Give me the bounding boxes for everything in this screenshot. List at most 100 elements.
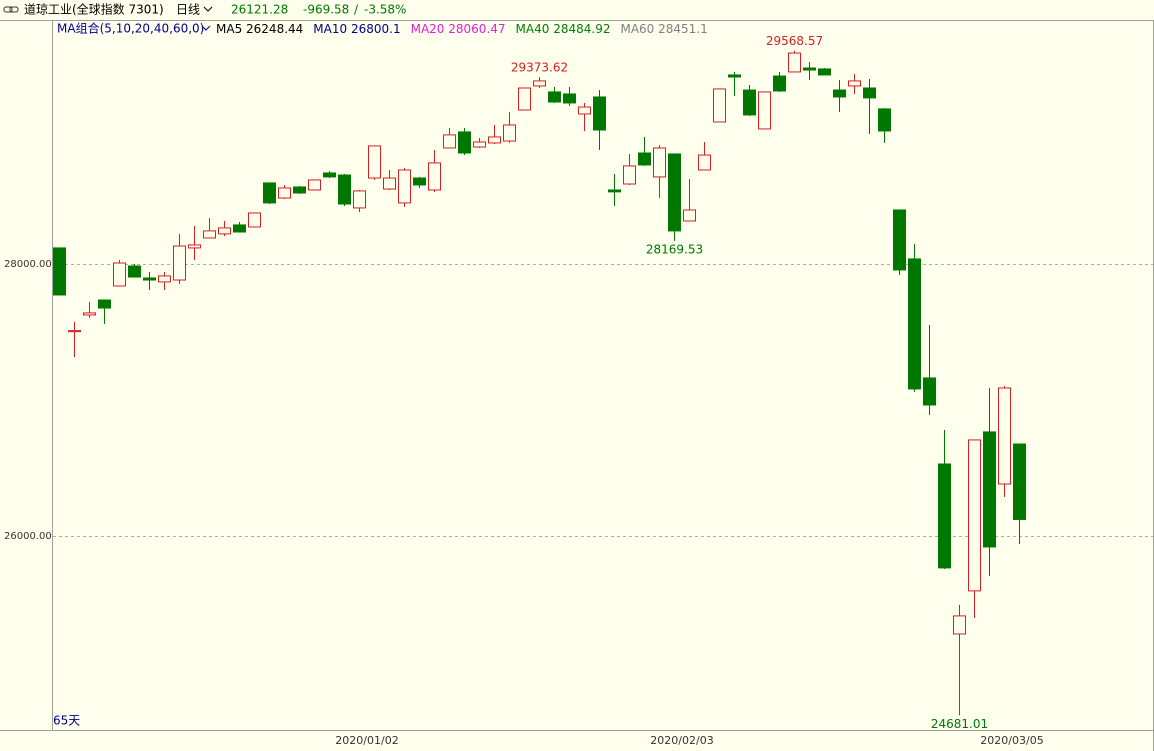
candle-body <box>938 463 951 569</box>
candle-body <box>128 265 141 278</box>
period-chevron[interactable] <box>203 6 213 12</box>
candle-body <box>143 277 156 281</box>
ma-legend-value: 28484.92 <box>553 22 610 36</box>
link-icon[interactable] <box>3 6 19 13</box>
ma-legend-entry: MA10 26800.1 <box>313 22 400 36</box>
ma-legend-name: MA20 <box>411 22 445 36</box>
ma-legend-value: 26800.1 <box>351 22 401 36</box>
low-label: 24681.01 <box>931 717 988 731</box>
candle-body <box>293 186 306 194</box>
candle-body <box>863 87 876 99</box>
candle-body <box>773 75 786 92</box>
candle-body <box>848 80 861 87</box>
candle-body <box>998 387 1011 485</box>
instrument-name[interactable]: 道琼工业(全球指数 7301) <box>24 2 164 17</box>
change-separator: / <box>354 3 359 17</box>
candle-body <box>308 179 321 191</box>
high-label: 29568.57 <box>766 34 823 48</box>
days-label: 65天 <box>53 714 80 728</box>
candle-body <box>533 80 546 87</box>
candle-body <box>878 108 891 132</box>
candle-body <box>218 227 231 235</box>
candle-body <box>158 275 171 283</box>
candle-body <box>473 141 486 148</box>
candle-body <box>923 377 936 406</box>
candle-body <box>113 262 126 287</box>
candle-body <box>503 124 516 142</box>
candle-body <box>638 152 651 166</box>
candle-body <box>233 224 246 233</box>
link-icon-left <box>3 6 13 13</box>
candle-body <box>908 258 921 390</box>
candle-body <box>203 230 216 239</box>
candle-body <box>368 145 381 179</box>
change-pct: -3.58% <box>364 3 406 17</box>
x-tick-label: 2020/01/02 <box>335 734 398 747</box>
candle-body <box>788 52 801 73</box>
ma-title[interactable]: MA组合(5,10,20,40,60,0) <box>57 21 204 36</box>
candle-body <box>803 67 816 71</box>
ma-legend-entry: MA5 26248.44 <box>216 22 303 36</box>
candle-body <box>68 330 81 333</box>
candle-body <box>893 209 906 271</box>
candle-body <box>98 299 111 309</box>
candle-body <box>263 182 276 204</box>
y-tick-label: 28000.00 <box>4 259 52 270</box>
candle-body <box>668 153 681 232</box>
ma-legend-name: MA60 <box>620 22 654 36</box>
candle-body <box>983 431 996 548</box>
candle-body <box>188 244 201 249</box>
candle-body <box>338 174 351 205</box>
link-icon-right <box>9 6 19 13</box>
candle-body <box>1013 443 1026 520</box>
high-label: 29373.62 <box>511 61 568 75</box>
candle-body <box>53 247 66 296</box>
candle-body <box>443 134 456 149</box>
ma-legend-value: 28060.47 <box>448 22 505 36</box>
ma-legend-entry: MA40 28484.92 <box>516 22 611 36</box>
candle-body <box>653 147 666 178</box>
y-tick-label: 26000.00 <box>4 531 52 542</box>
change: -969.58 <box>303 3 349 17</box>
candle-body <box>683 209 696 222</box>
candle-body <box>398 169 411 204</box>
candle-body <box>728 74 741 78</box>
period[interactable]: 日线 <box>176 3 200 17</box>
ma-legend-name: MA40 <box>516 22 550 36</box>
candle-body <box>248 212 261 228</box>
x-tick-label: 2020/03/05 <box>980 734 1043 747</box>
last-price: 26121.28 <box>231 3 288 17</box>
ma-legend-entry: MA20 28060.47 <box>411 22 506 36</box>
ma-legend-value: 26248.44 <box>246 22 303 36</box>
candle-body <box>608 189 621 193</box>
ma-chevron[interactable] <box>201 25 211 31</box>
candle-body <box>458 131 471 154</box>
candle-body <box>578 106 591 115</box>
ma-legend-name: MA5 <box>216 22 242 36</box>
candle-body <box>413 177 426 186</box>
candle-body <box>713 88 726 123</box>
candle-body <box>83 312 96 316</box>
candle-body <box>488 136 501 144</box>
candle-body <box>173 245 186 281</box>
candle-body <box>278 187 291 199</box>
x-tick-label: 2020/02/03 <box>650 734 713 747</box>
candle-body <box>623 165 636 185</box>
low-label: 28169.53 <box>646 242 703 256</box>
candle-body <box>518 87 531 111</box>
candle-body <box>428 162 441 191</box>
candle-body <box>968 439 981 592</box>
candle-body <box>383 177 396 190</box>
candle-body <box>353 190 366 209</box>
ma-legend-entry: MA60 28451.1 <box>620 22 707 36</box>
candle-body <box>953 615 966 635</box>
ma-legend-value: 28451.1 <box>658 22 708 36</box>
candle-body <box>698 154 711 171</box>
candle-body <box>743 89 756 116</box>
ma-legend-name: MA10 <box>313 22 347 36</box>
candle-body <box>818 68 831 76</box>
candle-body <box>833 89 846 98</box>
candle-body <box>593 96 606 131</box>
